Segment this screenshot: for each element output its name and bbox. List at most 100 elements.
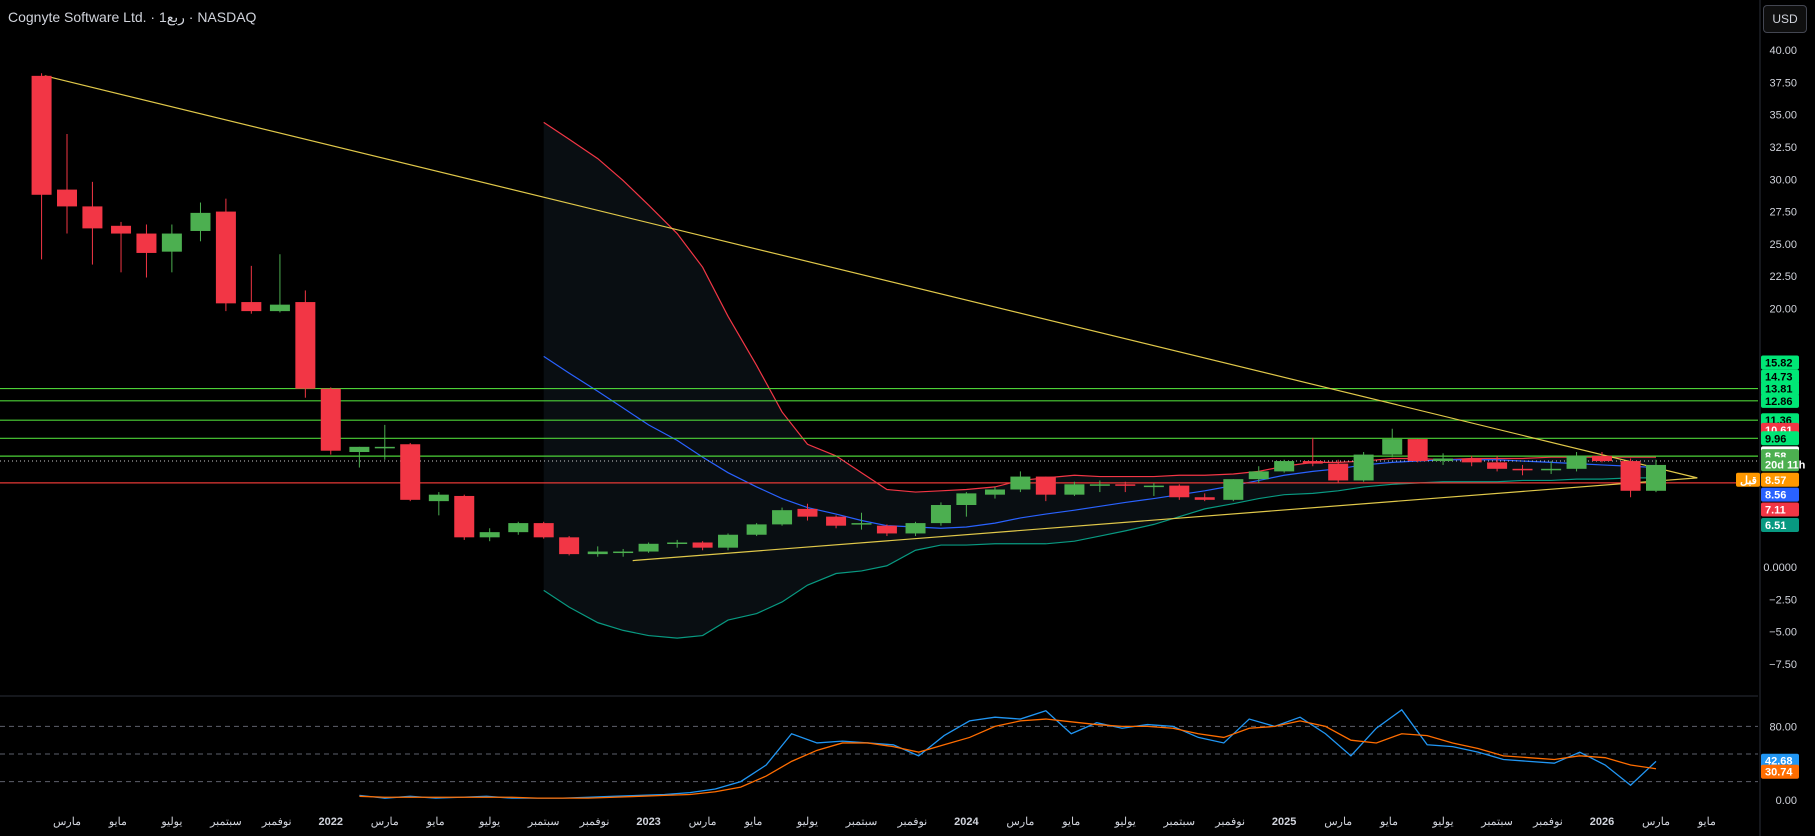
candle — [1541, 461, 1562, 474]
candle — [1035, 476, 1056, 502]
price-tick-label: −2.50 — [1769, 594, 1797, 606]
price-badge: 15.82 — [1761, 355, 1799, 370]
price-badge-bg — [1761, 487, 1799, 502]
candle-body — [956, 493, 977, 506]
time-tick-label: 2025 — [1272, 816, 1296, 828]
price-badge-bg — [1761, 764, 1799, 779]
price-badge-bg — [1761, 431, 1799, 446]
candle — [1194, 493, 1215, 502]
price-tick-label: 25.00 — [1769, 239, 1797, 251]
candle — [269, 254, 290, 313]
time-tick-label: مايو — [108, 816, 127, 828]
candle — [905, 521, 926, 537]
time-tick-label: يوليو — [1432, 816, 1454, 828]
candle — [559, 536, 580, 556]
candle — [320, 387, 341, 455]
candle-body — [31, 75, 52, 195]
candle-body — [1646, 464, 1666, 491]
time-tick-label: مارس — [1642, 816, 1670, 828]
candle-body — [797, 508, 818, 517]
candle — [1620, 458, 1641, 498]
time-tick-label: 2022 — [319, 816, 343, 828]
price-tick-label: 22.50 — [1769, 271, 1797, 283]
candle-body — [1143, 485, 1164, 488]
candle-body — [613, 551, 634, 554]
candle — [613, 548, 634, 557]
price-tick-label: 40.00 — [1769, 45, 1797, 57]
price-badge-label: 6.51 — [1765, 520, 1786, 532]
candle-body — [241, 302, 262, 312]
price-badge-label: 15.82 — [1765, 358, 1793, 370]
price-badge: 30.74 — [1761, 764, 1799, 779]
candle-body — [1591, 455, 1612, 462]
candle — [876, 524, 897, 537]
candle — [826, 515, 847, 529]
candle-body — [1064, 484, 1085, 495]
candle-body — [718, 534, 739, 548]
price-badge: 7.11 — [1761, 502, 1799, 517]
candle — [1382, 428, 1403, 458]
oscillator-tick-label: 80.00 — [1769, 721, 1797, 733]
price-badge-label: 12.86 — [1765, 396, 1793, 408]
candle-body — [349, 446, 370, 453]
time-tick-label: مارس — [53, 816, 81, 828]
candle — [1566, 452, 1587, 472]
candle — [692, 541, 713, 551]
candle-body — [1407, 439, 1428, 462]
candle — [1407, 439, 1428, 463]
candle-body — [111, 225, 132, 234]
time-tick-label: سبتمبر — [209, 816, 242, 828]
candle-body — [826, 516, 847, 526]
price-badge-label: 8.56 — [1765, 490, 1786, 502]
candle-body — [161, 233, 182, 252]
time-tick-label: يوليو — [796, 816, 818, 828]
candle-body — [905, 523, 926, 534]
time-tick-label: يوليو — [478, 816, 500, 828]
candle — [772, 507, 793, 526]
candle-body — [692, 542, 713, 548]
horizontal-lines — [0, 387, 1758, 484]
candle — [1248, 466, 1269, 484]
candle — [374, 424, 395, 460]
candle — [479, 528, 500, 542]
candle-body — [1620, 461, 1641, 491]
currency-selector[interactable]: USD — [1763, 5, 1807, 33]
candle-body — [215, 211, 236, 304]
price-badge: 9.96 — [1761, 431, 1799, 446]
time-tick-label: نوفمبر — [261, 816, 292, 828]
band-fill — [543, 122, 1657, 639]
time-tick-label: 2026 — [1590, 816, 1614, 828]
candle-body — [1035, 476, 1056, 495]
price-badge-label: 30.74 — [1765, 767, 1793, 779]
candle-body — [1433, 458, 1454, 462]
candle — [1064, 481, 1085, 496]
candle — [428, 492, 449, 516]
candle-body — [295, 302, 316, 389]
candle-body — [876, 525, 897, 534]
price-badge: 6.51 — [1761, 518, 1799, 533]
candle-body — [374, 446, 395, 449]
candle-body — [1169, 485, 1190, 498]
candle — [638, 542, 659, 553]
price-badge-label: 14.73 — [1765, 372, 1793, 384]
price-badge: 8.57 — [1761, 472, 1799, 487]
candle-body — [772, 510, 793, 525]
candle-body — [851, 523, 872, 525]
candle — [1302, 437, 1323, 467]
candle — [190, 202, 211, 242]
candle-body — [1541, 468, 1562, 471]
candle — [851, 512, 872, 530]
price-tick-label: 35.00 — [1769, 110, 1797, 122]
candle — [797, 503, 818, 521]
candle-body — [746, 524, 767, 535]
oscillator-pane — [0, 695, 1758, 799]
candle — [400, 442, 421, 502]
price-badge-bg — [1761, 457, 1799, 472]
price-badge: 8.56 — [1761, 487, 1799, 502]
time-tick-label: نوفمبر — [1214, 816, 1245, 828]
chart-title: Cognyte Software Ltd. · 1ربع · NASDAQ — [8, 9, 257, 25]
candle — [984, 486, 1005, 499]
candle — [1353, 452, 1374, 482]
time-tick-label: مارس — [371, 816, 399, 828]
